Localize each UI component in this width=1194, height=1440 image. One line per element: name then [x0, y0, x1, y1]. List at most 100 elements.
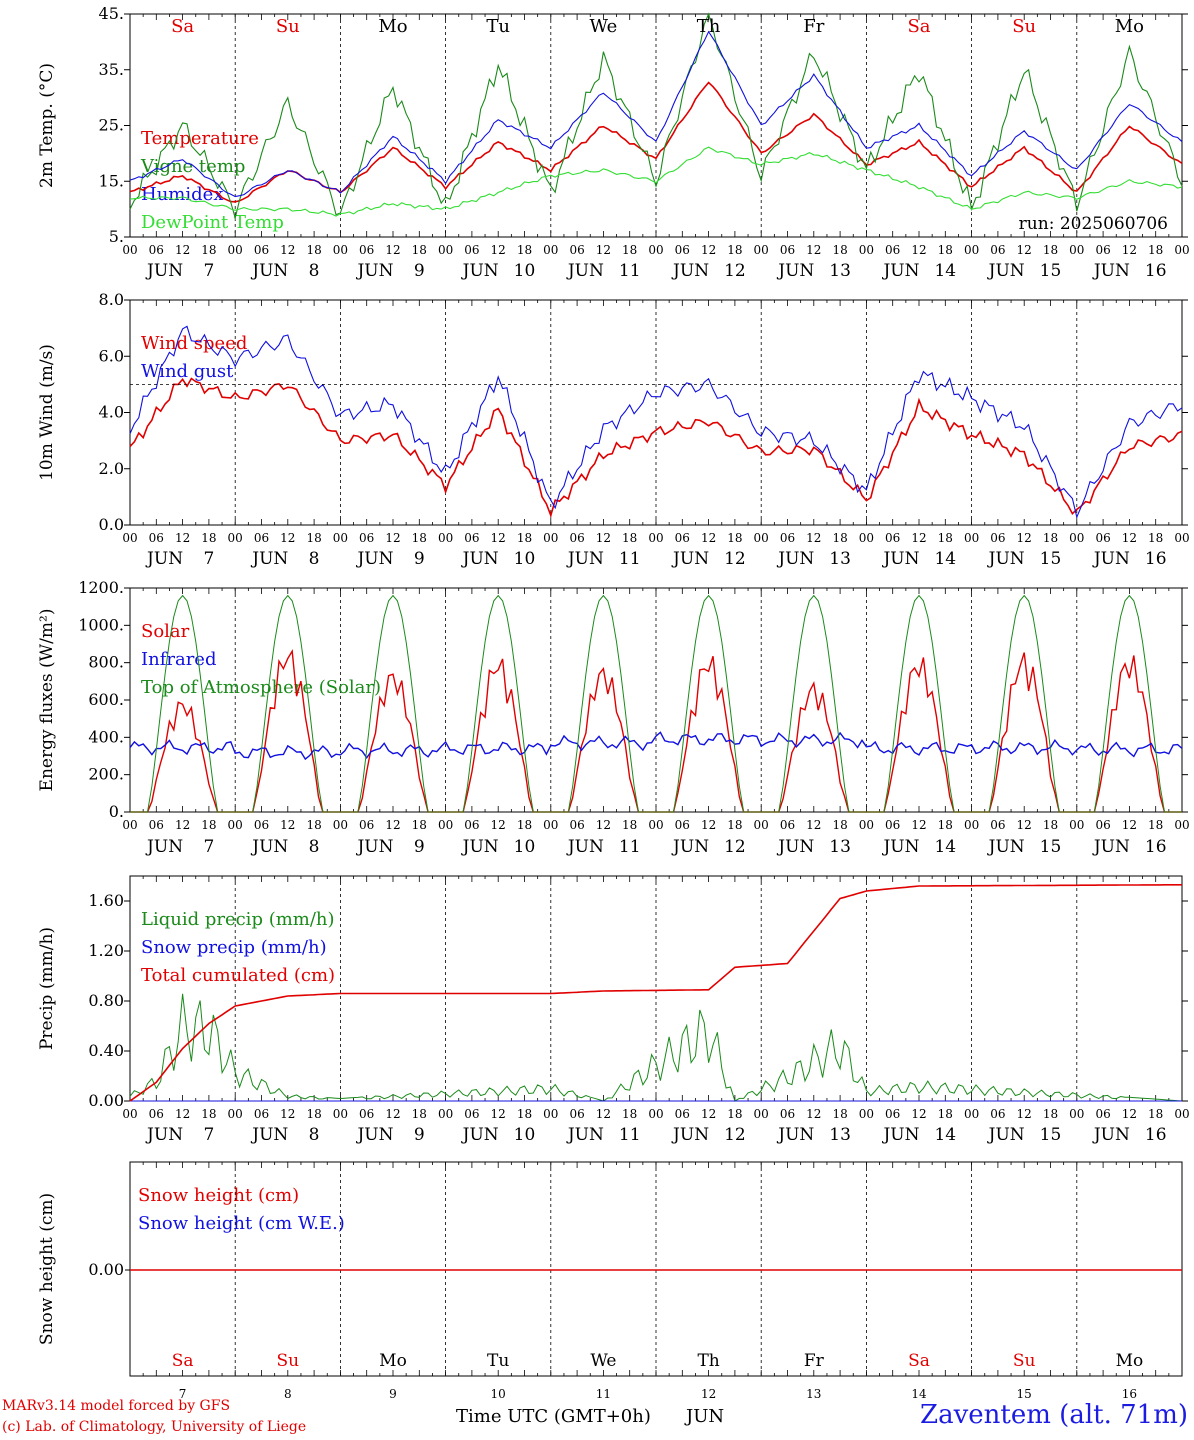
y-tick-label: 1.20: [88, 941, 124, 960]
y-tick-label: 1200.: [78, 578, 124, 597]
y-tick-label: 0.00: [88, 1091, 124, 1110]
hour-tick-label: 00: [333, 818, 348, 832]
y-tick-label: 1.60: [88, 891, 124, 910]
hour-tick-label: 12: [385, 818, 400, 832]
day-label-month: JUN: [566, 837, 604, 857]
legend-snow-precip-mm-h-: Snow precip (mm/h): [141, 937, 327, 958]
day-label-month: JUN: [145, 549, 183, 569]
day-label-date: 11: [619, 549, 641, 569]
day-label-date: 14: [934, 549, 956, 569]
day-label-date: 11: [619, 837, 641, 857]
weekday-label: Fr: [804, 1351, 825, 1371]
weekday-label: Su: [276, 1351, 299, 1371]
weekday-label: We: [590, 1351, 616, 1371]
day-label-date: 16: [1145, 837, 1167, 857]
weekday-label: Mo: [378, 16, 407, 37]
hour-tick-label: 18: [201, 818, 216, 832]
series-humidex: [129, 30, 1183, 198]
hour-tick-label: 12: [1122, 531, 1137, 545]
legend-dewpoint-temp: DewPoint Temp: [141, 212, 284, 233]
hour-tick-label: 06: [254, 243, 269, 257]
hour-tick-label: 18: [622, 1107, 637, 1121]
day-label-month: JUN: [881, 261, 919, 281]
hour-tick-label: 00: [859, 818, 874, 832]
hour-tick-label: 18: [727, 1107, 742, 1121]
legend-humidex: Humidex: [141, 184, 223, 205]
panel-3: 0. 200. 400. 600. 800. 1000. 1200. Energy fluxe…: [37, 578, 1190, 857]
day-label-date: 13: [829, 837, 851, 857]
hour-tick-label: 00: [228, 243, 243, 257]
day-label-month: JUN: [1092, 261, 1130, 281]
hour-tick-label: 18: [938, 531, 953, 545]
day-label-date: 10: [514, 261, 536, 281]
day-label-month: JUN: [566, 261, 604, 281]
day-label-month: JUN: [250, 1125, 288, 1145]
hour-tick-label: 12: [1017, 818, 1032, 832]
hour-tick-label: 00: [1174, 1107, 1189, 1121]
weekday-label: Tu: [487, 1351, 509, 1371]
hour-tick-label: 06: [675, 531, 690, 545]
bottom-day-number: 12: [701, 1387, 716, 1401]
hour-tick-label: 12: [596, 818, 611, 832]
hour-tick-label: 00: [543, 1107, 558, 1121]
day-label-month: JUN: [671, 837, 709, 857]
hour-tick-label: 12: [175, 531, 190, 545]
day-label-date: 16: [1145, 261, 1167, 281]
y-tick-label: 0.40: [88, 1041, 124, 1060]
hour-tick-label: 06: [780, 531, 795, 545]
legend-liquid-precip-mm-h-: Liquid precip (mm/h): [141, 909, 335, 930]
hour-tick-label: 12: [701, 1107, 716, 1121]
day-label-month: JUN: [776, 837, 814, 857]
day-label-date: 12: [724, 261, 746, 281]
day-label-month: JUN: [145, 261, 183, 281]
run-label: run: 2025060706: [1019, 214, 1168, 234]
y-axis-label: 10m Wind (m/s): [37, 344, 57, 481]
hour-tick-label: 06: [780, 1107, 795, 1121]
hour-tick-label: 00: [438, 818, 453, 832]
hour-tick-label: 12: [385, 243, 400, 257]
day-label-month: JUN: [355, 549, 393, 569]
hour-tick-label: 00: [964, 818, 979, 832]
hour-tick-label: 00: [1174, 818, 1189, 832]
bottom-day-number: 10: [491, 1387, 506, 1401]
day-label-date: 12: [724, 837, 746, 857]
weekday-label: We: [590, 16, 618, 37]
hour-tick-label: 00: [122, 818, 137, 832]
hour-tick-label: 12: [701, 531, 716, 545]
hour-tick-label: 12: [175, 818, 190, 832]
hour-tick-label: 12: [596, 531, 611, 545]
y-axis-label: Energy fluxes (W/m²): [37, 609, 57, 792]
hour-tick-label: 06: [464, 818, 479, 832]
weekday-label: Th: [697, 16, 721, 37]
day-label-month: JUN: [250, 837, 288, 857]
legend-snow-height-cm-: Snow height (cm): [138, 1185, 299, 1206]
bottom-day-number: 9: [389, 1387, 397, 1401]
y-tick-label: 0.80: [88, 991, 124, 1010]
hour-tick-label: 00: [438, 243, 453, 257]
hour-tick-label: 06: [149, 243, 164, 257]
hour-tick-label: 00: [543, 531, 558, 545]
day-label-date: 9: [414, 837, 425, 857]
hour-tick-label: 00: [648, 818, 663, 832]
day-label-date: 16: [1145, 549, 1167, 569]
footer-copyright: (c) Lab. of Climatology, University of L…: [2, 1419, 307, 1435]
day-label-date: 13: [829, 1125, 851, 1145]
day-label-date: 14: [934, 1125, 956, 1145]
day-label-month: JUN: [461, 1125, 499, 1145]
hour-tick-label: 18: [517, 243, 532, 257]
legend-solar: Solar: [141, 621, 190, 642]
hour-tick-label: 06: [1095, 531, 1110, 545]
hour-tick-label: 06: [359, 531, 374, 545]
series-wind-gust: [129, 325, 1183, 519]
hour-tick-label: 12: [491, 1107, 506, 1121]
hour-tick-label: 18: [938, 1107, 953, 1121]
hour-tick-label: 18: [201, 1107, 216, 1121]
hour-tick-label: 00: [122, 531, 137, 545]
day-label-date: 13: [829, 549, 851, 569]
day-label-date: 13: [829, 261, 851, 281]
hour-tick-label: 00: [122, 243, 137, 257]
day-label-date: 11: [619, 1125, 641, 1145]
day-label-date: 7: [203, 837, 214, 857]
legend-temperature: Temperature: [141, 128, 259, 149]
